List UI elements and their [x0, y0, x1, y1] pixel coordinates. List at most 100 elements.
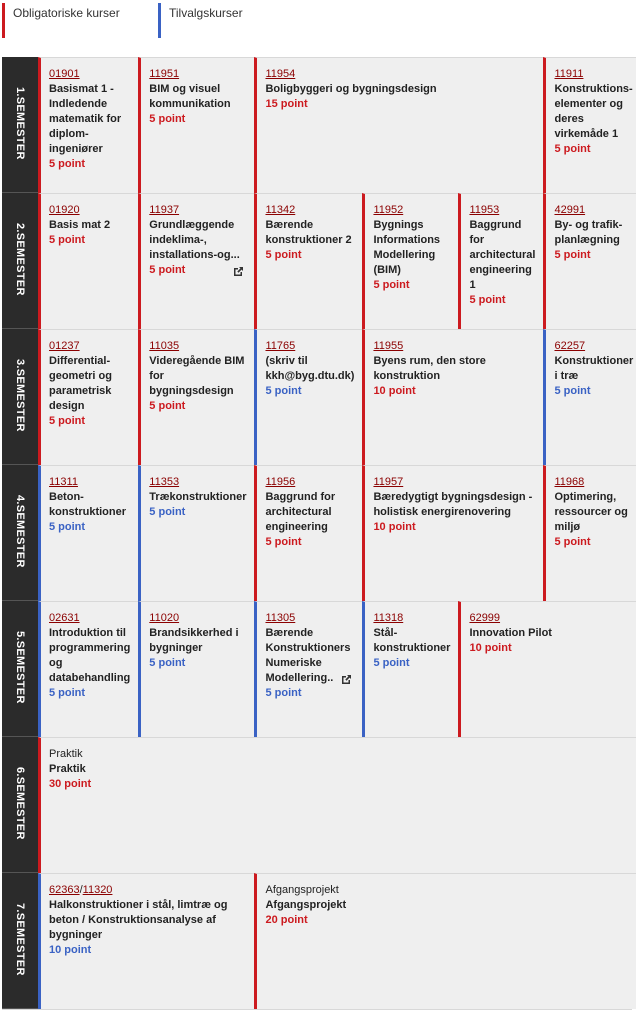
course-code[interactable]: 11952	[373, 204, 404, 216]
course-codes: 11952	[373, 203, 450, 218]
course-code[interactable]: 11937	[149, 204, 180, 216]
course-title: Trækonstruktioner	[149, 491, 247, 503]
course-points: 5 point	[554, 249, 591, 261]
course-code[interactable]: 11353	[149, 476, 180, 488]
course-title: Baggrund for architectural engineering 1	[469, 219, 536, 291]
course-cell: 11353 Trækonstruktioner 5 point	[138, 465, 255, 601]
external-link-icon[interactable]	[233, 266, 244, 277]
course-points: 5 point	[149, 113, 186, 125]
course-code[interactable]: 11342	[265, 204, 296, 216]
course-code[interactable]: 11953	[469, 204, 500, 216]
course-code[interactable]: 11035	[149, 340, 180, 352]
course-code[interactable]: 11956	[265, 476, 296, 488]
course-codes: 11957	[373, 475, 535, 490]
course-cell: 11020 Brandsikkerhed i bygninger 5 point	[138, 601, 255, 737]
course-title: Basismat 1 - Indledende matematik for di…	[49, 83, 122, 155]
course-title: Baggrund for architectural engineering	[265, 491, 336, 533]
course-title: (skriv til kkh@byg.dtu.dk)	[265, 355, 355, 382]
course-code[interactable]: 01237	[49, 340, 80, 352]
semester-label: 7.SEMESTER	[2, 873, 38, 1009]
course-cell: 11953 Baggrund for architectural engineer…	[458, 193, 544, 329]
course-code[interactable]: 62999	[469, 612, 501, 624]
course-code[interactable]: 01901	[49, 68, 80, 80]
course-codes: 42991	[554, 203, 633, 218]
course-code[interactable]: 11911	[554, 68, 584, 80]
course-code[interactable]: 62257	[554, 340, 586, 352]
course-points: 30 point	[49, 778, 92, 790]
course-title: Bæredygtigt bygningsdesign - holistisk e…	[373, 491, 533, 518]
course-points: 15 point	[265, 98, 308, 110]
course-title: Basis mat 2	[49, 219, 111, 231]
course-points: 5 point	[373, 279, 410, 291]
semester-label: 3.SEMESTER	[2, 329, 38, 465]
course-title: Brandsikkerhed i bygninger	[149, 627, 239, 654]
course-title: BIM og visuel kommunikation	[149, 83, 231, 110]
course-code[interactable]: 01920	[49, 204, 80, 216]
course-points: 5 point	[265, 249, 302, 261]
course-codes: 01901	[49, 67, 130, 82]
course-code[interactable]: 11955	[373, 340, 404, 352]
course-code[interactable]: 11968	[554, 476, 585, 488]
course-codes: 01237	[49, 339, 130, 354]
semester-label: 2.SEMESTER	[2, 193, 38, 329]
course-title: Byens rum, den store konstruktion	[373, 355, 486, 382]
course-codes: 11951	[149, 67, 246, 82]
course-points: 5 point	[265, 687, 302, 699]
course-code[interactable]: 11020	[149, 612, 180, 624]
course-title: Optimering, ressourcer og miljø	[554, 491, 628, 533]
course-title: Bygnings Informations Modellering (BIM)	[373, 219, 441, 276]
code-separator: /	[79, 884, 83, 896]
course-cell: 11311 Beton-konstruktioner 5 point	[38, 465, 139, 601]
course-category: Praktik	[49, 748, 83, 760]
course-cell: 11765 (skriv til kkh@byg.dtu.dk) 5 point	[254, 329, 363, 465]
course-points: 10 point	[373, 385, 416, 397]
course-code[interactable]: 62363	[49, 884, 80, 896]
course-cell: 42991 By- og trafik-planlægning 5 point	[543, 193, 636, 329]
study-plan-grid: 1.SEMESTER 01901 Basismat 1 - Indledende m…	[2, 57, 636, 1010]
course-points: 10 point	[373, 521, 416, 533]
course-codes: 11911	[554, 67, 633, 82]
course-codes: 11954	[265, 67, 535, 82]
course-codes: 11342	[265, 203, 354, 218]
course-code[interactable]: 11320	[82, 884, 113, 896]
course-cell: 02631 Introduktion til programmering og d…	[38, 601, 139, 737]
course-codes: 62999	[469, 611, 633, 626]
course-points: 5 point	[265, 536, 302, 548]
course-category: Afgangsprojekt	[265, 884, 339, 896]
course-codes: 11968	[554, 475, 633, 490]
course-points: 5 point	[469, 294, 506, 306]
course-cell: 01901 Basismat 1 - Indledende matematik f…	[38, 57, 139, 193]
course-cell: 11968 Optimering, ressourcer og miljø 5 po…	[543, 465, 636, 601]
course-code[interactable]: 11311	[49, 476, 78, 488]
course-codes: 11305	[265, 611, 354, 626]
course-code[interactable]: 11957	[373, 476, 404, 488]
course-code[interactable]: 11305	[265, 612, 296, 624]
course-title: Konstruktions-elementer og deres virkemå…	[554, 83, 633, 140]
course-code[interactable]: 11954	[265, 68, 296, 80]
course-codes: 11311	[49, 475, 130, 490]
course-title: Halkonstruktioner i stål, limtræ og beto…	[49, 899, 228, 941]
external-link-icon[interactable]	[341, 674, 352, 685]
course-codes: 62363/11320	[49, 883, 246, 898]
course-points: 5 point	[149, 400, 186, 412]
course-title: Stål-konstruktioner	[373, 627, 451, 654]
course-points: 20 point	[265, 914, 308, 926]
course-title: Boligbyggeri og bygningsdesign	[265, 83, 437, 95]
course-cell: 11342 Bærende konstruktioner 2 5 point	[254, 193, 363, 329]
course-points: 5 point	[49, 158, 86, 170]
course-code[interactable]: 11951	[149, 68, 180, 80]
course-cell: 11955 Byens rum, den store konstruktion 10…	[362, 329, 544, 465]
course-code[interactable]: 02631	[49, 612, 80, 624]
course-cell: 11957 Bæredygtigt bygningsdesign - holist…	[362, 465, 544, 601]
course-title: Introduktion til programmering og databe…	[49, 627, 131, 684]
course-cell: 11305 Bærende Konstruktioners Numeriske M…	[254, 601, 363, 737]
course-cell: 11956 Baggrund for architectural engineer…	[254, 465, 363, 601]
course-codes: 62257	[554, 339, 633, 354]
course-codes: 11955	[373, 339, 535, 354]
course-cell: 11035 Videregående BIM for bygningsdesign…	[138, 329, 255, 465]
course-code[interactable]: 11318	[373, 612, 404, 624]
course-code[interactable]: 11765	[265, 340, 296, 352]
course-title: Grundlæggende indeklima-, installations-…	[149, 219, 240, 261]
semester-label: 5.SEMESTER	[2, 601, 38, 737]
course-code[interactable]: 42991	[554, 204, 586, 216]
